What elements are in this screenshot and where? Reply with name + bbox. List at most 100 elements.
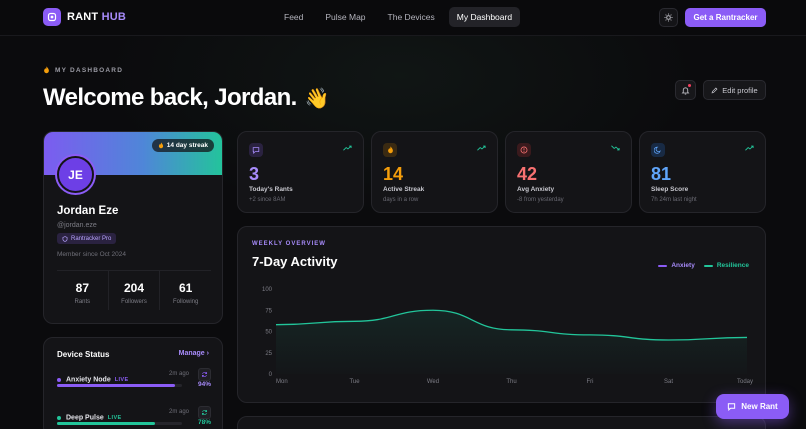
sync-button[interactable] [198,368,211,381]
stat-label: Following [173,299,199,305]
refresh-icon [202,372,207,377]
stat-card-avg-anxiety[interactable]: 42 Avg Anxiety -8 from yesterday [505,131,632,213]
moon-icon [651,143,665,157]
x-tick-label: Thu [506,379,516,385]
live-badge: LIVE [107,414,122,421]
flame-icon [383,143,397,157]
legend-label: Resilience [716,262,749,269]
activity-chart: 0 25 50 75 100 Mon Tue Wed Thu Fri Sat Today [262,287,753,385]
plan-badge: Rantracker Pro [57,233,117,244]
battery-bar [57,384,182,387]
nav-links: Feed Pulse Map The Devices My Dashboard [276,7,521,27]
wave-emoji: 👋 [304,87,330,110]
theme-toggle-button[interactable] [659,8,678,27]
streak-badge: 14 day streak [151,139,214,152]
dashboard-eyebrow: MY DASHBOARD [43,66,123,74]
refresh-icon [202,410,207,415]
legend-item-anxiety[interactable]: Anxiety [658,262,695,269]
battery-fill [57,384,175,387]
battery-percent: 94% [197,381,211,388]
y-tick-label: 75 [265,308,272,314]
new-rant-button[interactable]: New Rant [716,394,789,419]
trend-up-icon [343,145,352,151]
x-tick-label: Today [737,379,753,385]
stat-label: Avg Anxiety [517,186,555,193]
stat-sub: days in a row [383,197,419,203]
status-dot [57,377,61,382]
stat-value: 42 [517,164,538,184]
stat-card-todays-rants[interactable]: 3 Today's Rants +2 since 8AM [237,131,364,213]
pencil-icon [711,87,718,93]
stat-card-sleep-score[interactable]: 81 Sleep Score 7h 24m last night [639,131,766,213]
stat-label: Sleep Score [651,186,689,193]
activity-card: WEEKLY OVERVIEW 7-Day Activity Anxiety R… [237,226,766,403]
battery-percent: 78% [197,419,211,426]
brand-logo[interactable]: RANT HUB [43,8,126,26]
series-area-resilience [276,310,747,374]
stat-following[interactable]: 61 Following [160,271,211,310]
battery-bar [57,422,182,425]
device-name: Deep Pulse [66,414,104,422]
stat-sub: 7h 24m last night [651,197,697,203]
stat-sub: -8 from yesterday [517,197,564,203]
stat-card-active-streak[interactable]: 14 Active Streak days in a row [371,131,498,213]
bell-icon [681,86,690,95]
series-line-resilience [275,309,748,341]
nav-link-pulse-map[interactable]: Pulse Map [325,12,366,22]
y-tick-label: 0 [269,372,273,378]
alert-circle-icon [517,143,531,157]
chevron-right-icon: › [206,350,209,357]
flame-icon [44,66,49,74]
new-rant-label: New Rant [741,402,778,411]
edit-profile-button[interactable]: Edit profile [703,80,766,100]
device-status-title: Device Status [57,350,110,359]
stat-followers[interactable]: 204 Followers [109,271,161,310]
device-row[interactable]: Deep Pulse LIVE 2m ago 78% [57,406,211,427]
stat-label: Followers [121,299,147,305]
chat-bubble-icon [728,403,736,411]
x-tick-label: Tue [349,379,360,385]
profile-stats: 87 Rants 204 Followers 61 Following [57,270,211,310]
stat-value: 14 [383,164,404,184]
activity-title: 7-Day Activity [252,254,338,269]
activity-eyebrow: WEEKLY OVERVIEW [252,241,326,247]
stat-label: Today's Rants [249,186,293,193]
member-since: Member since Oct 2024 [57,251,127,258]
profile-handle: @jordan.eze [57,222,97,229]
legend-item-resilience[interactable]: Resilience [703,262,749,269]
page-title: Welcome back, Jordan. 👋 [43,84,330,112]
stat-value: 204 [123,281,145,295]
profile-card: 14 day streak JE Jordan Eze @jordan.eze … [43,131,223,324]
trend-down-icon [611,145,620,151]
sun-icon [664,13,673,22]
nav-link-the-devices[interactable]: The Devices [387,12,435,22]
notification-dot [688,84,691,87]
device-name: Anxiety Node [66,376,111,384]
stat-rants[interactable]: 87 Rants [57,271,109,310]
nav-link-my-dashboard[interactable]: My Dashboard [448,7,521,27]
battery-fill [57,422,155,425]
last-sync-time: 2m ago [168,371,189,377]
status-dot [57,415,61,420]
secondary-card [237,416,766,429]
manage-devices-link[interactable]: Manage › [178,350,209,357]
last-sync-time: 2m ago [168,409,189,415]
sync-button[interactable] [198,406,211,419]
streak-text: 14 day streak [166,142,208,149]
notifications-button[interactable] [675,80,696,100]
y-tick-label: 50 [265,330,272,336]
live-badge: LIVE [114,376,129,383]
get-rantracker-button[interactable]: Get a Rantracker [685,8,766,27]
trend-up-icon [477,145,486,151]
device-row[interactable]: Anxiety Node LIVE 2m ago 94% [57,368,211,389]
stat-sub: +2 since 8AM [249,197,286,203]
x-tick-label: Fri [587,379,594,385]
nav-link-feed[interactable]: Feed [284,12,304,22]
y-tick-label: 100 [262,287,273,293]
stat-value: 81 [651,164,672,184]
stat-label: Active Streak [383,186,425,193]
chat-bubble-icon [249,143,263,157]
avatar[interactable]: JE [57,156,94,193]
x-tick-label: Mon [276,379,288,385]
trend-up-icon [745,145,754,151]
